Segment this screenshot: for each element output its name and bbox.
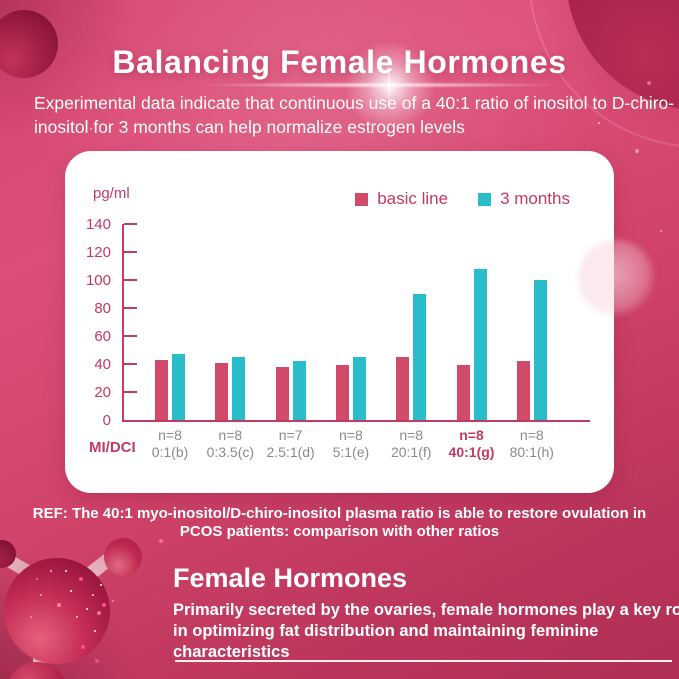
x-label-ratio: 80:1(h)	[509, 443, 554, 460]
page-subtitle: Experimental data indicate that continuo…	[34, 93, 675, 138]
y-tick-mark	[124, 335, 137, 337]
y-tick-mark	[124, 391, 137, 393]
legend-item-3-months: 3 months	[478, 189, 570, 209]
y-tick-label: 140	[85, 216, 111, 233]
y-tick-mark	[124, 251, 137, 253]
x-label-n: n=8	[339, 427, 363, 443]
x-label-n: n=8	[459, 427, 484, 443]
x-category-label: n=8 0:1(b)	[136, 427, 204, 460]
x-axis-line	[122, 420, 590, 422]
footer-heading: Female Hormones	[173, 563, 408, 593]
bar-3-months	[172, 354, 185, 420]
x-label-n: n=7	[278, 427, 303, 443]
x-label-n: n=8	[218, 427, 243, 443]
x-label-ratio: 2.5:1(d)	[266, 443, 315, 460]
y-tick-label: 20	[94, 384, 111, 401]
y-tick-mark	[124, 279, 137, 281]
x-category-label: n=7 2.5:1(d)	[257, 427, 325, 460]
bar-basic-line	[396, 357, 410, 420]
bar-3-months	[533, 280, 547, 420]
legend-swatch-3-months-icon	[478, 192, 492, 206]
y-tick-label: 0	[102, 412, 111, 429]
molecule-sphere-small-icon	[104, 538, 142, 576]
bar-basic-line	[155, 359, 168, 420]
y-tick-label: 120	[85, 244, 111, 261]
bar-3-months	[292, 361, 306, 420]
reference-line-2: PCOS patients: comparison with other rat…	[179, 523, 500, 541]
y-tick-mark	[124, 307, 137, 309]
soft-bubble-icon	[578, 240, 654, 316]
y-tick-label: 40	[94, 356, 111, 373]
y-tick-label: 100	[85, 272, 111, 289]
bar-basic-line	[215, 362, 229, 420]
y-tick-label: 60	[94, 328, 111, 345]
x-label-n: n=8	[158, 427, 182, 443]
lens-flare-streak-icon	[140, 80, 620, 90]
x-label-ratio: 0:3.5(c)	[206, 443, 255, 460]
y-axis-unit-label: pg/ml	[93, 185, 130, 202]
bar-basic-line	[456, 365, 470, 420]
y-tick-mark	[124, 223, 137, 225]
molecule-sphere-top-left-icon	[0, 10, 58, 78]
x-category-label: n=8 80:1(h)	[498, 427, 566, 460]
reference-text: REF: The 40:1 myo-inositol/D-chiro-inosi…	[0, 505, 679, 542]
bar-3-months	[232, 357, 246, 420]
x-axis-prefix-label: MI/DCI	[89, 439, 136, 456]
x-category-label: n=8 5:1(e)	[317, 427, 385, 460]
molecule-sphere-small-icon	[0, 540, 16, 568]
y-tick-mark	[124, 363, 137, 365]
legend-label: basic line	[377, 189, 449, 208]
chart-legend: basic line 3 months	[355, 189, 570, 209]
bar-3-months	[413, 294, 427, 420]
bar-3-months	[352, 357, 366, 420]
x-label-ratio: 5:1(e)	[332, 443, 370, 460]
legend-label: 3 months	[500, 189, 570, 208]
molecule-sphere-large-icon	[4, 558, 110, 664]
x-label-n: n=8	[519, 427, 544, 443]
footer-divider	[175, 660, 672, 662]
x-label-ratio: 20:1(f)	[390, 443, 432, 460]
page-title: Balancing Female Hormones	[112, 44, 567, 80]
legend-item-basic-line: basic line	[355, 189, 448, 209]
x-category-label: n=8 40:1(g)	[438, 427, 506, 460]
x-category-label: n=8 20:1(f)	[377, 427, 445, 460]
bar-3-months	[473, 268, 487, 420]
y-axis-line	[122, 224, 124, 420]
bar-basic-line	[275, 366, 289, 420]
bar-basic-line	[516, 361, 530, 420]
x-label-ratio: 0:1(b)	[151, 443, 189, 460]
reference-line-1: REF: The 40:1 myo-inositol/D-chiro-inosi…	[32, 505, 647, 522]
chart-card: pg/ml basic line 3 months 0 20 40 60 80 100 12…	[65, 151, 614, 493]
molecule-sphere-small-icon	[6, 662, 68, 679]
footer-body-text: Primarily secreted by the ovaries, femal…	[173, 601, 679, 662]
x-label-n: n=8	[399, 427, 424, 443]
bar-basic-line	[335, 365, 349, 420]
x-label-ratio: 40:1(g)	[448, 443, 495, 460]
legend-swatch-basic-line-icon	[355, 192, 369, 206]
x-category-label: n=8 0:3.5(c)	[196, 427, 264, 460]
y-tick-label: 80	[94, 300, 111, 317]
sparkle-dust-icon	[0, 0, 2, 2]
